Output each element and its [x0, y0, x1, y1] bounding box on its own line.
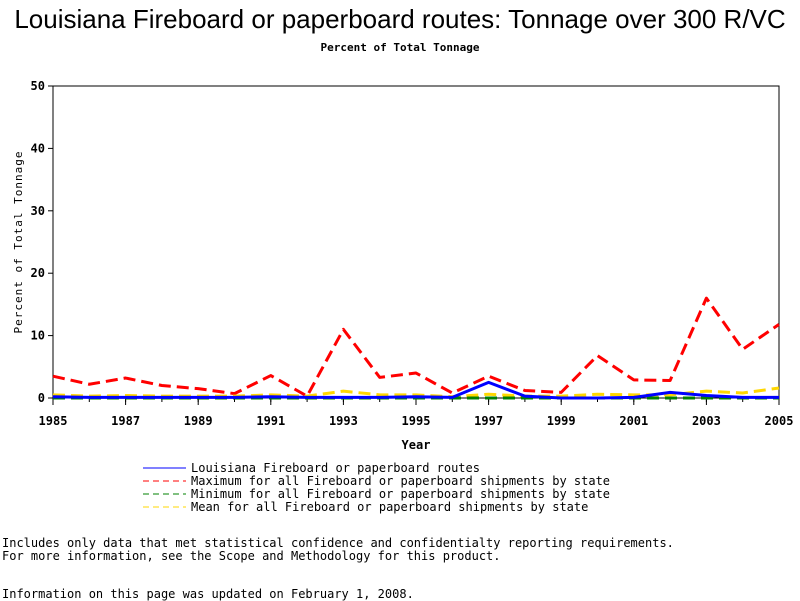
series-line-1 [52, 296, 780, 398]
series-line-0 [52, 380, 779, 400]
x-tick-label: 1999 [547, 414, 576, 428]
chart-title: Louisiana Fireboard or paperboard routes… [14, 4, 786, 34]
note-confidentiality: Includes only data that met statistical … [2, 536, 674, 550]
y-tick-label: 10 [31, 329, 45, 343]
x-tick-label: 1989 [184, 414, 213, 428]
y-tick-label: 40 [31, 141, 45, 155]
y-tick-label: 20 [31, 266, 45, 280]
legend-label-2: Minimum for all Fireboard or paperboard … [191, 487, 610, 501]
x-tick-label: 2003 [692, 414, 721, 428]
y-tick-label: 0 [38, 391, 45, 405]
x-tick-label: 1991 [256, 414, 285, 428]
x-axis-label: Year [402, 438, 431, 452]
line-chart: 0 10 20 30 40 50 1985 1987 1989 1991 1993 1995 1997… [12, 79, 794, 514]
x-tick-label: 1995 [402, 414, 431, 428]
y-axis-label: Percent of Total Tonnage [12, 151, 25, 334]
chart-subtitle: Percent of Total Tonnage [320, 41, 480, 54]
legend-label-1: Maximum for all Fireboard or paperboard … [191, 474, 610, 488]
legend-label-0: Louisiana Fireboard or paperboard routes [191, 461, 480, 475]
plot-frame [52, 85, 780, 399]
x-tick-label: 1985 [39, 414, 68, 428]
legend-label-3: Mean for all Fireboard or paperboard shi… [191, 500, 588, 514]
x-tick-label: 1997 [474, 414, 503, 428]
legend: Louisiana Fireboard or paperboard routes… [143, 461, 610, 514]
note-methodology: For more information, see the Scope and … [2, 549, 501, 563]
y-tick-label: 50 [31, 79, 45, 93]
x-tick-label: 1993 [329, 414, 358, 428]
x-tick-label: 1987 [111, 414, 140, 428]
x-tick-label: 2001 [619, 414, 648, 428]
note-updated: Information on this page was updated on … [2, 587, 414, 601]
y-tick-label: 30 [31, 204, 45, 218]
x-tick-label: 2005 [765, 414, 794, 428]
